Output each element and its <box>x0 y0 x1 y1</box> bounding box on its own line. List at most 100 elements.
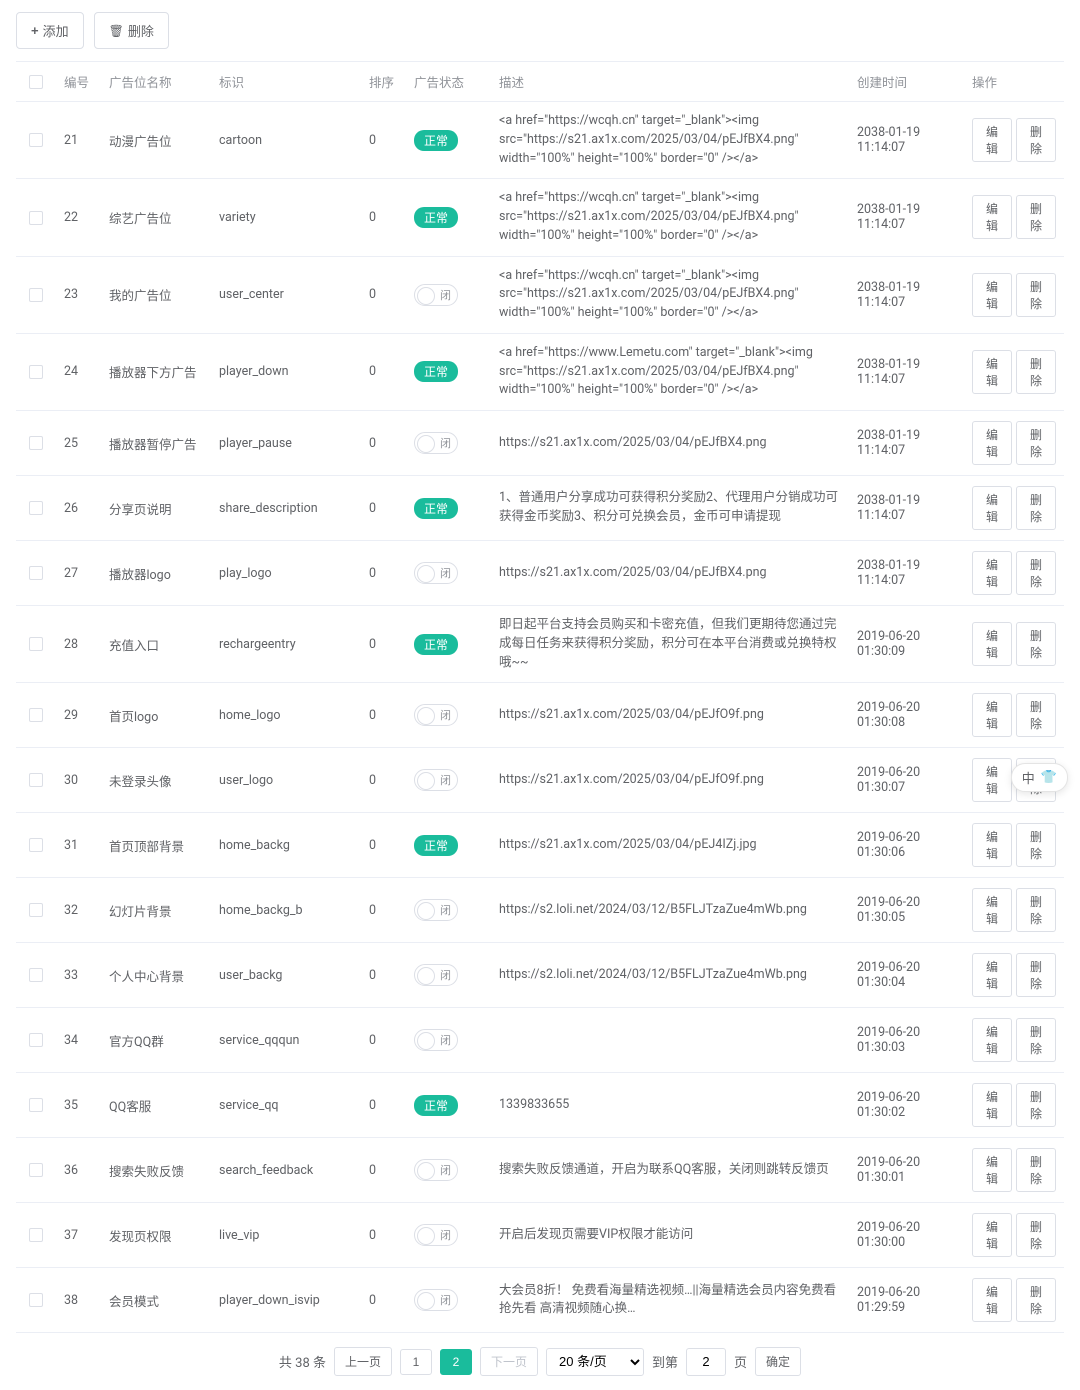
edit-button[interactable]: 编辑 <box>972 118 1012 162</box>
edit-button[interactable]: 编辑 <box>972 823 1012 867</box>
row-delete-button[interactable]: 删除 <box>1016 551 1056 595</box>
status-normal-badge[interactable]: 正常 <box>414 498 458 519</box>
edit-button[interactable]: 编辑 <box>972 888 1012 932</box>
row-delete-button[interactable]: 删除 <box>1016 1148 1056 1192</box>
cell-status: 闭 <box>406 943 491 1008</box>
edit-button[interactable]: 编辑 <box>972 350 1012 394</box>
edit-button[interactable]: 编辑 <box>972 195 1012 239</box>
delete-button[interactable]: 删除 <box>94 12 169 49</box>
edit-button[interactable]: 编辑 <box>972 693 1012 737</box>
row-checkbox[interactable] <box>29 288 43 302</box>
cell-desc: 1、普通用户分享成功可获得积分奖励2、代理用户分销成功可获得金币奖励3、积分可兑… <box>491 476 849 541</box>
row-delete-button[interactable]: 删除 <box>1016 622 1056 666</box>
status-off-switch[interactable]: 闭 <box>414 1224 458 1246</box>
status-off-switch[interactable]: 闭 <box>414 1029 458 1051</box>
status-normal-badge[interactable]: 正常 <box>414 634 458 655</box>
prev-page-button[interactable]: 上一页 <box>334 1347 392 1376</box>
row-delete-button[interactable]: 删除 <box>1016 1213 1056 1257</box>
row-checkbox[interactable] <box>29 501 43 515</box>
col-order: 排序 <box>361 62 406 102</box>
edit-button[interactable]: 编辑 <box>972 1083 1012 1127</box>
row-delete-button[interactable]: 删除 <box>1016 888 1056 932</box>
row-delete-button[interactable]: 删除 <box>1016 273 1056 317</box>
status-off-switch[interactable]: 闭 <box>414 432 458 454</box>
table-header-row: 编号 广告位名称 标识 排序 广告状态 描述 创建时间 操作 <box>16 62 1064 102</box>
page-2-button[interactable]: 2 <box>440 1349 472 1375</box>
status-off-switch[interactable]: 闭 <box>414 704 458 726</box>
row-checkbox[interactable] <box>29 566 43 580</box>
row-checkbox[interactable] <box>29 903 43 917</box>
select-all-checkbox[interactable] <box>29 75 43 89</box>
row-checkbox[interactable] <box>29 211 43 225</box>
row-checkbox[interactable] <box>29 968 43 982</box>
row-delete-button[interactable]: 删除 <box>1016 953 1056 997</box>
cell-order: 0 <box>361 1138 406 1203</box>
status-off-switch[interactable]: 闭 <box>414 1159 458 1181</box>
row-checkbox[interactable] <box>29 1293 43 1307</box>
row-delete-button[interactable]: 删除 <box>1016 693 1056 737</box>
edit-button[interactable]: 编辑 <box>972 1278 1012 1322</box>
cell-name: 首页logo <box>101 683 211 748</box>
cell-op: 编辑删除 <box>972 1148 1056 1192</box>
row-delete-button[interactable]: 删除 <box>1016 1018 1056 1062</box>
status-off-switch[interactable]: 闭 <box>414 769 458 791</box>
edit-button[interactable]: 编辑 <box>972 421 1012 465</box>
status-normal-badge[interactable]: 正常 <box>414 130 458 151</box>
edit-button[interactable]: 编辑 <box>972 622 1012 666</box>
row-delete-button[interactable]: 删除 <box>1016 350 1056 394</box>
edit-button[interactable]: 编辑 <box>972 1148 1012 1192</box>
cell-name: 幻灯片背景 <box>101 878 211 943</box>
status-off-switch[interactable]: 闭 <box>414 1289 458 1311</box>
cell-name: 未登录头像 <box>101 748 211 813</box>
cell-slug: home_backg_b <box>211 878 361 943</box>
goto-confirm-button[interactable]: 确定 <box>755 1347 801 1376</box>
add-button[interactable]: 添加 <box>16 12 84 49</box>
cell-id: 29 <box>56 683 101 748</box>
edit-button[interactable]: 编辑 <box>972 758 1012 802</box>
ime-float-widget[interactable]: 中 👕 <box>1011 763 1068 792</box>
edit-button[interactable]: 编辑 <box>972 273 1012 317</box>
row-checkbox[interactable] <box>29 365 43 379</box>
status-normal-badge[interactable]: 正常 <box>414 361 458 382</box>
row-delete-button[interactable]: 删除 <box>1016 823 1056 867</box>
edit-button[interactable]: 编辑 <box>972 486 1012 530</box>
row-delete-button[interactable]: 删除 <box>1016 1083 1056 1127</box>
status-normal-badge[interactable]: 正常 <box>414 1095 458 1116</box>
edit-button[interactable]: 编辑 <box>972 1018 1012 1062</box>
cell-order: 0 <box>361 102 406 179</box>
status-normal-badge[interactable]: 正常 <box>414 835 458 856</box>
row-checkbox[interactable] <box>29 1228 43 1242</box>
row-checkbox[interactable] <box>29 637 43 651</box>
row-checkbox[interactable] <box>29 133 43 147</box>
row-delete-button[interactable]: 删除 <box>1016 421 1056 465</box>
row-checkbox[interactable] <box>29 1163 43 1177</box>
row-delete-button[interactable]: 删除 <box>1016 486 1056 530</box>
page-1-button[interactable]: 1 <box>400 1349 432 1375</box>
status-normal-badge[interactable]: 正常 <box>414 207 458 228</box>
row-checkbox[interactable] <box>29 1098 43 1112</box>
cell-desc: https://s2.loli.net/2024/03/12/B5FLJTzaZ… <box>491 878 849 943</box>
next-page-button[interactable]: 下一页 <box>480 1347 538 1376</box>
row-delete-button[interactable]: 删除 <box>1016 1278 1056 1322</box>
row-delete-button[interactable]: 删除 <box>1016 195 1056 239</box>
row-checkbox[interactable] <box>29 1033 43 1047</box>
row-delete-button[interactable]: 删除 <box>1016 118 1056 162</box>
goto-input[interactable] <box>686 1348 726 1376</box>
edit-button[interactable]: 编辑 <box>972 1213 1012 1257</box>
row-checkbox[interactable] <box>29 838 43 852</box>
status-off-switch[interactable]: 闭 <box>414 284 458 306</box>
cell-name: 充值入口 <box>101 606 211 683</box>
cell-order: 0 <box>361 943 406 1008</box>
row-checkbox[interactable] <box>29 773 43 787</box>
status-off-switch[interactable]: 闭 <box>414 964 458 986</box>
status-off-switch[interactable]: 闭 <box>414 562 458 584</box>
cell-time: 2019-06-20 01:30:01 <box>849 1138 964 1203</box>
row-checkbox[interactable] <box>29 436 43 450</box>
edit-button[interactable]: 编辑 <box>972 551 1012 595</box>
plus-icon <box>31 23 39 38</box>
page-size-select[interactable]: 20 条/页 <box>546 1348 644 1376</box>
row-checkbox[interactable] <box>29 708 43 722</box>
cell-id: 36 <box>56 1138 101 1203</box>
status-off-switch[interactable]: 闭 <box>414 899 458 921</box>
edit-button[interactable]: 编辑 <box>972 953 1012 997</box>
